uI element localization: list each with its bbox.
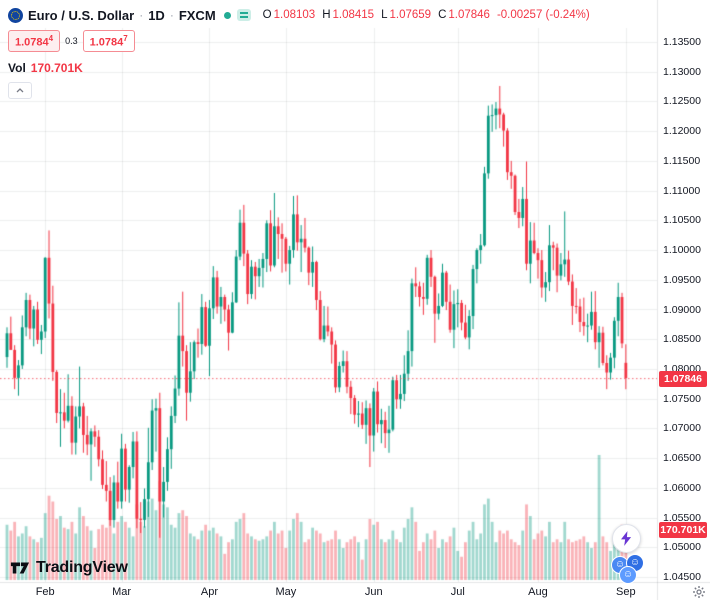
volume-legend: Vol 170.701K [8,61,83,75]
price-tick-label: 1.06500 [663,452,701,465]
price-tick-label: 1.11000 [663,184,701,197]
price-tick-label: 1.04500 [663,571,701,583]
list-icon[interactable] [236,9,251,21]
chart-legend: Euro / U.S. Dollar · 1D · FXCM O 1.08103 … [8,6,590,99]
volume-value: 170.701K [30,60,83,75]
time-tick-label: Sep [616,586,636,598]
price-tick-label: 1.08500 [663,333,701,346]
price-tick-label: 1.06000 [663,481,701,494]
lightning-icon [621,531,632,546]
time-tick-label: Jul [450,586,465,598]
volume-label: Vol [8,60,26,75]
separator: · [139,8,144,22]
price-tick-label: 1.13000 [663,65,701,78]
axis-settings-button[interactable] [692,585,706,599]
symbol-title[interactable]: Euro / U.S. Dollar [28,7,135,23]
tradingview-logo[interactable]: TradingView [10,558,128,578]
price-tick-label: 1.10500 [663,214,701,227]
time-tick-label: Mar [112,586,132,598]
price-tick-label: 1.05500 [663,511,701,524]
exchange-label[interactable]: FXCM [178,7,216,23]
time-tick-label: Apr [200,586,219,598]
open-label: O [262,9,272,21]
tradingview-logo-icon [10,562,30,574]
time-tick-label: May [275,586,297,598]
time-tick-label: Jun [364,586,383,598]
time-tick-label: Feb [35,586,55,598]
close-label: C [438,9,447,21]
price-tick-label: 1.12000 [663,125,701,138]
high-label: H [322,9,331,21]
gear-icon [693,586,705,598]
ohlc-values: O 1.08103 H 1.08415 L 1.07659 C 1.07846 -0.0… [263,9,590,21]
price-tick-label: 1.11500 [663,154,701,167]
change-value: -0.00257 (-0.24%) [496,9,590,21]
price-tick-label: 1.10000 [663,244,701,257]
last-volume-label: 170.701K [659,522,707,539]
symbol-row: Euro / U.S. Dollar · 1D · FXCM O 1.08103 … [8,6,590,24]
sell-button[interactable]: 1.07844 [8,30,61,52]
price-tick-label: 1.09000 [663,303,701,316]
low-label: L [381,9,388,21]
collapse-legend-button[interactable] [8,81,32,99]
price-tick-label: 1.13500 [663,36,701,48]
last-price-label: 1.07846 [659,371,707,388]
bid-ask-row: 1.07844 0.3 1.07847 [8,30,135,52]
low-value: 1.07659 [389,9,432,21]
eu-flag-icon [8,7,23,23]
chevron-up-icon [16,87,24,93]
market-status-dot-icon[interactable] [223,11,231,19]
emoji-icon: ☺ [619,566,637,584]
quick-actions-button[interactable] [612,524,641,553]
separator: · [169,8,174,22]
buy-button[interactable]: 1.07847 [82,30,135,52]
reactions-button[interactable]: ☺ ☺ ☺ [611,554,649,584]
interval-button[interactable]: 1D [148,7,165,23]
price-tick-label: 1.07000 [663,422,701,435]
spread-value: 0.3 [65,35,78,46]
price-tick-label: 1.07500 [663,392,701,405]
logo-text: TradingView [36,559,128,576]
price-tick-label: 1.05000 [663,541,701,554]
high-value: 1.08415 [332,9,375,21]
close-value: 1.07846 [448,9,490,21]
price-tick-label: 1.12500 [663,95,701,108]
price-tick-label: 1.09500 [663,273,701,286]
open-value: 1.08103 [273,9,316,21]
time-tick-label: Aug [528,586,548,598]
